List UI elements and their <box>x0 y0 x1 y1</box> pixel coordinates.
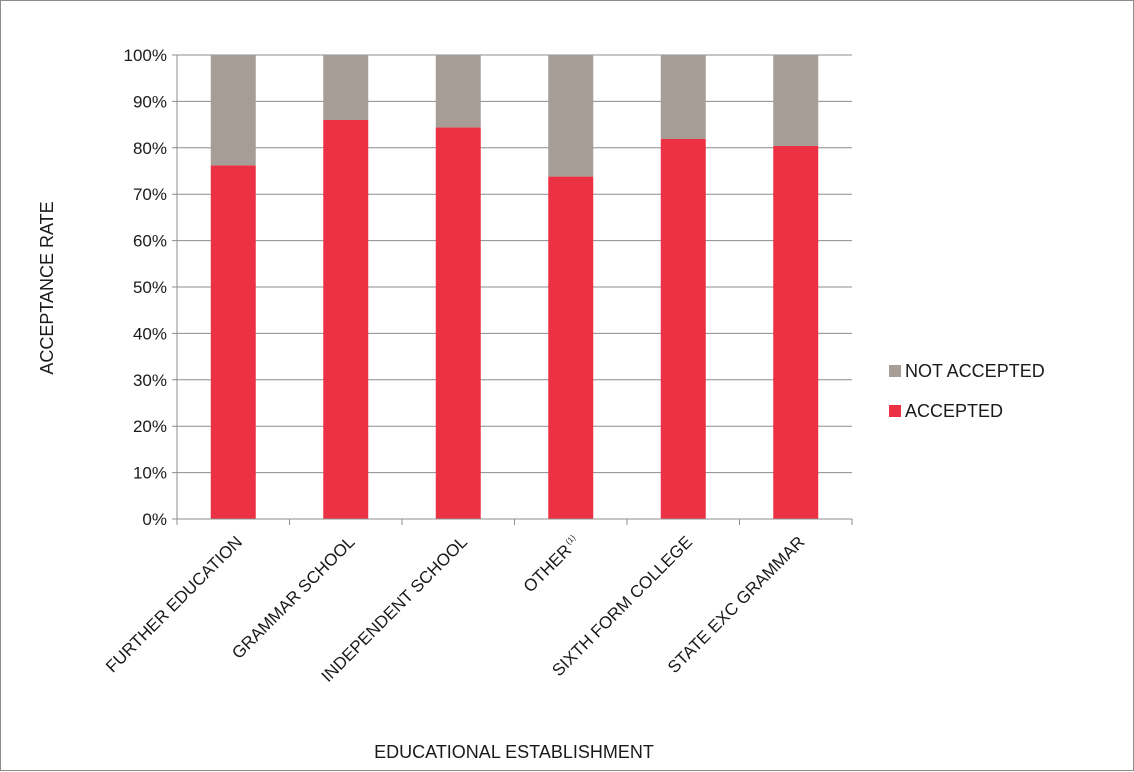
axes <box>176 55 853 525</box>
bar-accepted <box>210 165 256 519</box>
bar-accepted <box>773 145 819 519</box>
legend-label: ACCEPTED <box>905 401 1003 421</box>
bar-not-accepted <box>660 55 706 139</box>
bar-not-accepted <box>210 55 256 166</box>
legend-swatch-accepted <box>889 405 901 417</box>
bars <box>210 55 819 520</box>
legend-swatch-not-accepted <box>889 365 901 377</box>
bar-accepted <box>435 127 481 519</box>
y-tick-label: 40% <box>133 324 167 343</box>
legend-label: NOT ACCEPTED <box>905 361 1045 381</box>
y-tick-label: 50% <box>133 278 167 297</box>
bar-not-accepted <box>323 55 369 120</box>
x-tick-label: OTHER(1) <box>520 532 584 596</box>
y-tick-label: 70% <box>133 185 167 204</box>
y-axis-title: ACCEPTANCE RATE <box>37 201 57 374</box>
y-tick-label: 90% <box>133 92 167 111</box>
y-tick-label: 20% <box>133 417 167 436</box>
bar-accepted <box>323 119 369 520</box>
y-tick-label: 100% <box>124 46 167 65</box>
y-tick-label: 10% <box>133 464 167 483</box>
y-tick-label: 0% <box>142 510 167 529</box>
gridlines <box>172 54 852 520</box>
x-tick-label: FURTHER EDUCATION <box>102 532 246 676</box>
bar-accepted <box>548 176 594 519</box>
bar-not-accepted <box>435 55 481 128</box>
y-tick-label: 30% <box>133 371 167 390</box>
bar-accepted <box>660 138 706 519</box>
x-axis-title: EDUCATIONAL ESTABLISHMENT <box>374 742 654 762</box>
y-tick-label: 60% <box>133 232 167 251</box>
y-tick-labels: 0% 10% 20% 30% 40% 50% 60% 70% 80% 90% 100% <box>124 46 167 529</box>
y-tick-label: 80% <box>133 139 167 158</box>
bar-not-accepted <box>548 55 594 177</box>
bar-not-accepted <box>773 55 819 146</box>
x-tick-label: GRAMMAR SCHOOL <box>228 532 358 662</box>
legend: NOT ACCEPTED ACCEPTED <box>889 361 1045 421</box>
